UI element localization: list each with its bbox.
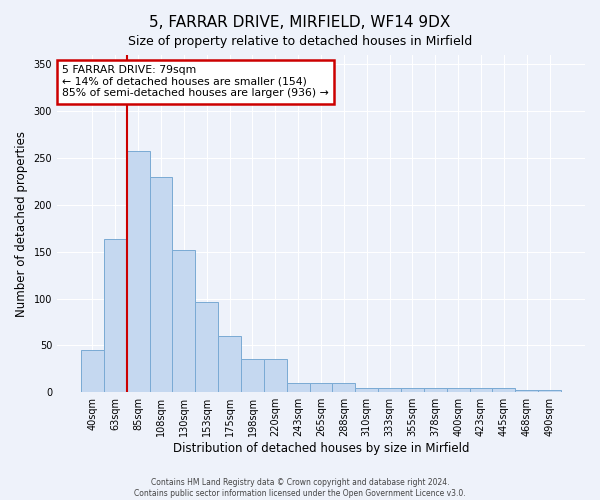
Bar: [447, 388, 470, 392]
Bar: [493, 388, 515, 392]
Bar: [310, 383, 332, 392]
Bar: [287, 383, 310, 392]
Bar: [218, 336, 241, 392]
Bar: [378, 388, 401, 392]
Bar: [332, 383, 355, 392]
Bar: [149, 177, 172, 392]
Text: Size of property relative to detached houses in Mirfield: Size of property relative to detached ho…: [128, 35, 472, 48]
Bar: [355, 388, 378, 392]
Y-axis label: Number of detached properties: Number of detached properties: [15, 130, 28, 316]
Bar: [470, 388, 493, 392]
Bar: [264, 360, 287, 392]
Text: 5, FARRAR DRIVE, MIRFIELD, WF14 9DX: 5, FARRAR DRIVE, MIRFIELD, WF14 9DX: [149, 15, 451, 30]
Bar: [241, 360, 264, 392]
Text: Contains HM Land Registry data © Crown copyright and database right 2024.
Contai: Contains HM Land Registry data © Crown c…: [134, 478, 466, 498]
Bar: [424, 388, 447, 392]
Bar: [538, 390, 561, 392]
Bar: [172, 250, 196, 392]
Bar: [104, 238, 127, 392]
Bar: [401, 388, 424, 392]
X-axis label: Distribution of detached houses by size in Mirfield: Distribution of detached houses by size …: [173, 442, 469, 455]
Bar: [515, 390, 538, 392]
Bar: [196, 302, 218, 392]
Text: 5 FARRAR DRIVE: 79sqm
← 14% of detached houses are smaller (154)
85% of semi-det: 5 FARRAR DRIVE: 79sqm ← 14% of detached …: [62, 65, 329, 98]
Bar: [81, 350, 104, 392]
Bar: [127, 150, 149, 392]
